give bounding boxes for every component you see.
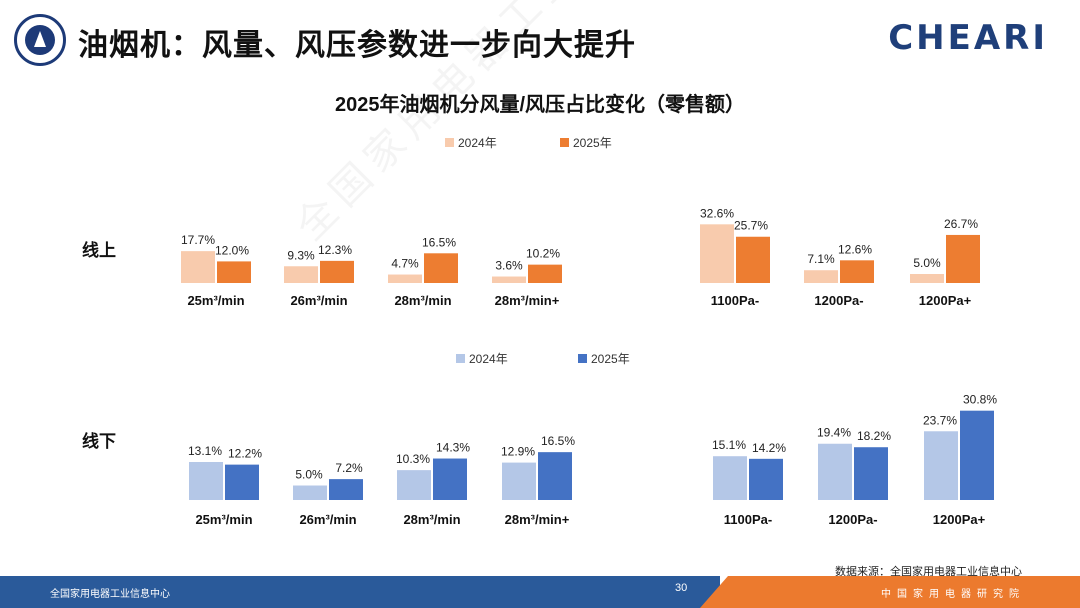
data-label: 30.8% [963,393,997,407]
legend-label-2024: 2024年 [458,136,497,150]
footer-org-name: 全国家用电器工业信息中心 [50,589,170,600]
data-label: 16.5% [422,235,456,249]
data-label: 10.3% [396,452,430,466]
category-label: 1100Pa- [724,512,772,527]
data-label: 14.2% [752,441,786,455]
category-label: 26m³/min [290,293,347,308]
bar-2025 [736,236,770,283]
bar-2025 [840,260,874,283]
bar-2024 [284,266,318,283]
bar-2024 [804,270,838,283]
bar-2025 [946,234,980,283]
data-label: 18.2% [857,429,891,443]
category-label: 1200Pa+ [919,293,972,308]
data-label: 25.7% [734,219,768,233]
legend-label-2025: 2025年 [573,136,612,150]
data-label: 12.3% [318,243,352,257]
bar-2025 [320,260,354,283]
data-label: 7.1% [807,252,835,266]
data-label: 12.0% [215,243,249,257]
footer-institute-name: 中国家用电器研究院 [881,589,1025,600]
bar-2024 [818,443,852,500]
footer-right-band [700,576,1080,608]
bar-2024 [924,431,958,500]
bar-2025 [854,447,888,500]
data-source: 数据来源：全国家用电器工业信息中心 [835,566,1022,578]
chart-title: 2025年油烟机分风量/风压占比变化（零售额） [334,94,746,116]
category-label: 1200Pa- [814,293,863,308]
data-label: 5.0% [295,468,323,482]
data-label: 32.6% [700,206,734,220]
legend-label-2025: 2025年 [591,352,630,366]
bar-2025 [960,410,994,500]
bar-2024 [502,462,536,500]
bar-2025 [424,253,458,283]
data-label: 12.6% [838,242,872,256]
row-label-online: 线上 [82,240,116,260]
bar-2024 [713,456,747,500]
legend-swatch-2025 [578,354,587,363]
legend-swatch-2024 [445,138,454,147]
bar-2025 [217,261,251,283]
data-label: 16.5% [541,434,575,448]
bar-2025 [433,458,467,500]
data-label: 23.7% [923,413,957,427]
bar-2024 [397,470,431,500]
data-label: 15.1% [712,438,746,452]
footer-left-band [0,576,720,608]
category-label: 28m³/min [394,293,451,308]
brand-logo: CHEARI [888,18,1048,58]
legend-swatch-2024 [456,354,465,363]
bar-2025 [225,464,259,500]
category-label: 25m³/min [187,293,244,308]
category-label: 26m³/min [299,512,356,527]
data-label: 3.6% [495,259,523,273]
bar-2025 [538,452,572,500]
data-label: 9.3% [287,248,315,262]
legend-label-2024: 2024年 [469,352,508,366]
footer-bar: 全国家用电器工业信息中心 30 中国家用电器研究院 [0,576,1080,608]
data-label: 5.0% [913,256,941,270]
bar-2024 [492,276,526,283]
bar-2024 [388,274,422,283]
category-label: 28m³/min [403,512,460,527]
bar-2025 [329,479,363,500]
data-label: 17.7% [181,233,215,247]
data-label: 12.2% [228,447,262,461]
data-label: 12.9% [501,445,535,459]
category-label: 1100Pa- [711,293,759,308]
logo-mark-icon [25,25,55,55]
category-label: 25m³/min [195,512,252,527]
bar-2024 [700,224,734,283]
category-label: 28m³/min+ [495,293,560,308]
bar-2024 [181,251,215,283]
data-label: 26.7% [944,217,978,231]
data-label: 14.3% [436,441,470,455]
category-label: 1200Pa+ [933,512,986,527]
row-label-offline: 线下 [82,431,116,451]
legend-swatch-2025 [560,138,569,147]
institute-logo [14,14,66,66]
bar-2024 [293,485,327,500]
page-number: 30 [675,582,688,594]
category-label: 1200Pa- [828,512,877,527]
bar-2025 [528,264,562,283]
data-label: 13.1% [188,444,222,458]
page-title: 油烟机：风量、风压参数进一步向大提升 [78,29,636,62]
bar-2025 [749,458,783,500]
data-label: 4.7% [391,257,419,271]
data-label: 19.4% [817,426,851,440]
data-label: 7.2% [335,461,363,475]
bar-2024 [189,462,223,500]
data-label: 10.2% [526,247,560,261]
bar-2024 [910,274,944,283]
category-label: 28m³/min+ [505,512,570,527]
